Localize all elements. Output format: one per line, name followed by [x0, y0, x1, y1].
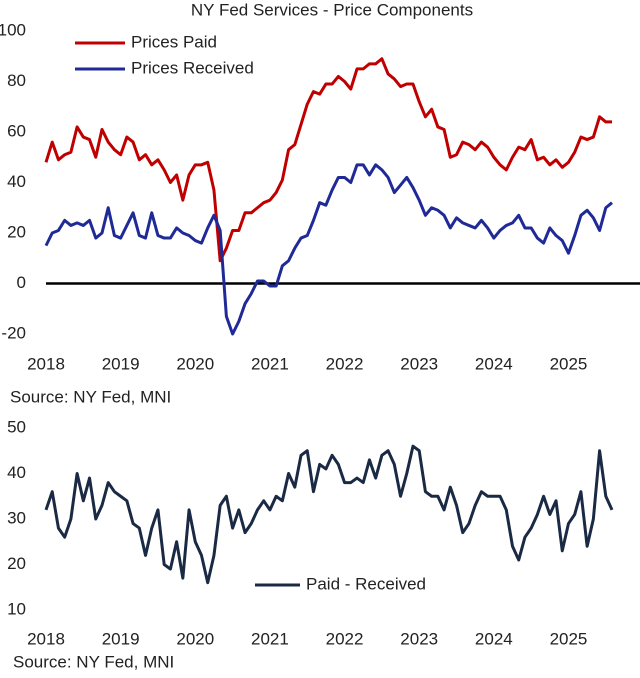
y-tick-label: 50	[7, 417, 26, 436]
line-series	[44, 57, 613, 263]
y-tick-label: 20	[7, 222, 26, 241]
legend-label: Prices Paid	[131, 32, 217, 51]
x-tick-label: 2020	[176, 354, 214, 373]
chart-title: NY Fed Services - Price Components	[191, 0, 473, 19]
y-tick-label: 40	[7, 172, 26, 191]
y-tick-label: 40	[7, 463, 26, 482]
x-tick-label: 2021	[251, 629, 289, 648]
source-note: Source: NY Fed, MNI	[13, 652, 174, 671]
x-tick-label: 2023	[400, 629, 438, 648]
x-tick-label: 2023	[400, 354, 438, 373]
line-series	[44, 163, 613, 336]
x-tick-label: 2019	[102, 629, 140, 648]
y-tick-label: 0	[17, 273, 26, 292]
x-tick-label: 2022	[326, 629, 364, 648]
line-series	[44, 444, 614, 585]
x-tick-label: 2020	[176, 629, 214, 648]
y-tick-label: 100	[0, 20, 26, 39]
y-tick-label: 30	[7, 508, 26, 527]
x-tick-label: 2024	[475, 354, 513, 373]
x-tick-label: 2018	[27, 354, 65, 373]
x-tick-label: 2022	[326, 354, 364, 373]
y-tick-label: -20	[1, 323, 26, 342]
x-tick-label: 2024	[475, 629, 513, 648]
y-tick-label: 20	[7, 554, 26, 573]
x-tick-label: 2021	[251, 354, 289, 373]
legend-label: Prices Received	[131, 58, 254, 77]
x-tick-label: 2019	[102, 354, 140, 373]
x-tick-label: 2018	[27, 629, 65, 648]
y-tick-label: 10	[7, 599, 26, 618]
y-tick-label: 60	[7, 121, 26, 140]
legend-label: Paid - Received	[306, 574, 426, 593]
y-tick-label: 80	[7, 71, 26, 90]
x-tick-label: 2025	[550, 354, 588, 373]
x-tick-label: 2025	[550, 629, 588, 648]
source-note: Source: NY Fed, MNI	[10, 387, 171, 406]
